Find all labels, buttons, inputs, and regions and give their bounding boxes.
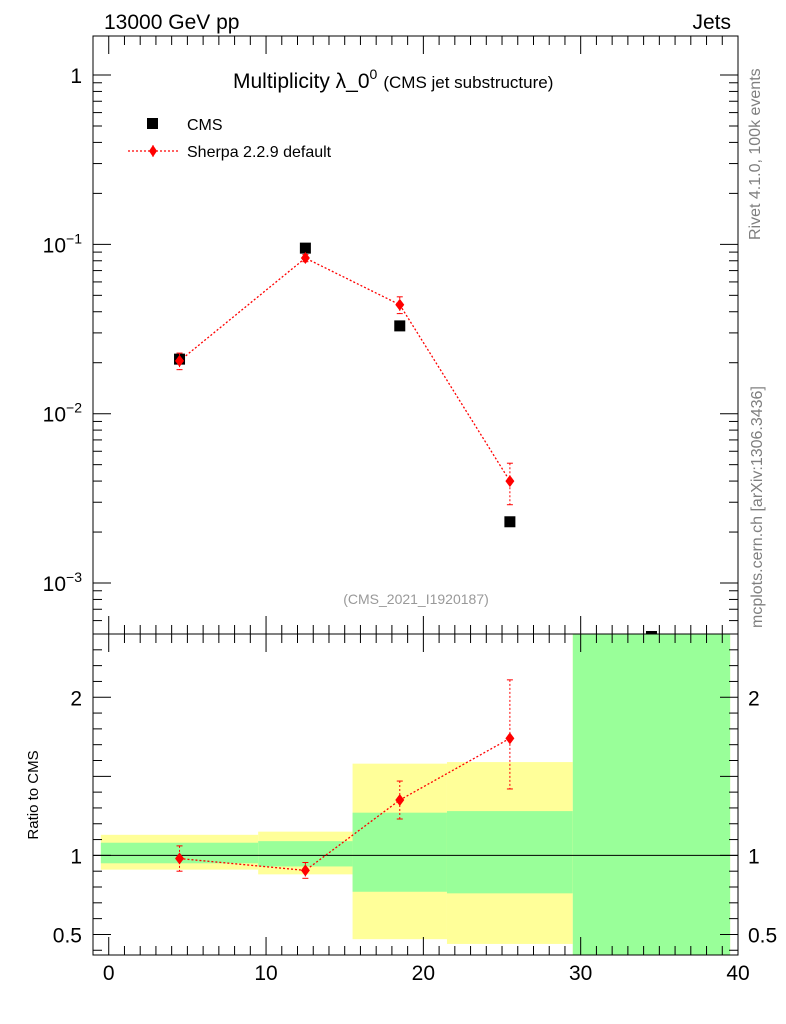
main-ytick-label-3: 10−3: [43, 569, 83, 596]
main-ytick-label-1: 10−1: [43, 230, 83, 257]
legend-sherpa-marker: [149, 145, 157, 157]
ratio-ytick-label-right-1: 1: [748, 845, 760, 868]
sherpa-line: [179, 257, 511, 482]
legend-cms-marker: [147, 118, 158, 129]
ratio-band-inner-3: [446, 811, 573, 894]
main-ytick-label-2: 10−2: [43, 400, 83, 427]
ratio-xtick-label-30: 30: [569, 962, 592, 985]
ratio-frame: [92, 633, 739, 956]
ratio-y-axis-label: Ratio to CMS: [25, 750, 42, 839]
ratio-xtick-label-40: 40: [726, 962, 749, 985]
sherpa-point-0: [175, 354, 185, 367]
ratio-xtick-label-20: 20: [412, 962, 435, 985]
legend-sherpa-label: Sherpa 2.2.9 default: [187, 144, 332, 161]
ratio-sherpa-point-1: [300, 864, 310, 877]
sherpa-point-2: [395, 298, 405, 311]
ratio-xtick-label-0: 0: [103, 962, 115, 985]
main-ytick-label-0: 1: [70, 65, 82, 88]
ratio-xtick-label-10: 10: [254, 962, 277, 985]
legend-cms-label: CMS: [187, 117, 223, 134]
ratio-band-inner-2: [352, 812, 447, 892]
ratio-sherpa-point-3: [505, 732, 515, 745]
sherpa-point-1: [300, 252, 310, 265]
plot-title: Multiplicity λ_00 (CMS jet substructure): [233, 66, 553, 93]
ratio-ytick-label-0: 2: [70, 687, 82, 710]
mcplots-citation-label: mcplots.cern.ch [arXiv:1306.3436]: [749, 386, 766, 628]
ratio-ytick-label-right-2: 0.5: [748, 924, 777, 947]
ratio-ytick-label-1: 1: [70, 845, 82, 868]
ratio-sherpa-point-0: [175, 852, 185, 865]
sherpa-point-3: [505, 475, 515, 488]
header-energy-label: 13000 GeV pp: [104, 11, 239, 34]
rivet-version-label: Rivet 4.1.0, 100k events: [747, 68, 764, 240]
ratio-sherpa-line: [179, 737, 511, 872]
cms-point-2: [394, 320, 406, 332]
analysis-id-label: (CMS_2021_I1920187): [343, 591, 489, 607]
ratio-ytick-label-right-0: 2: [748, 687, 760, 710]
cms-point-3: [504, 516, 516, 528]
cms-point-1: [299, 242, 311, 254]
ratio-sherpa-point-2: [395, 794, 405, 807]
main-panel: 1 10−1 10−2 10−3: [43, 35, 739, 637]
ratio-ytick-label-2: 0.5: [53, 924, 82, 947]
header-process-label: Jets: [692, 11, 731, 34]
ratio-band-inner-4: [572, 634, 731, 955]
legend: CMS Sherpa 2.2.9 default: [128, 117, 332, 161]
ratio-panel: 0 10 20 30 40 2 2 1 1 0.5 0.5: [53, 633, 777, 985]
